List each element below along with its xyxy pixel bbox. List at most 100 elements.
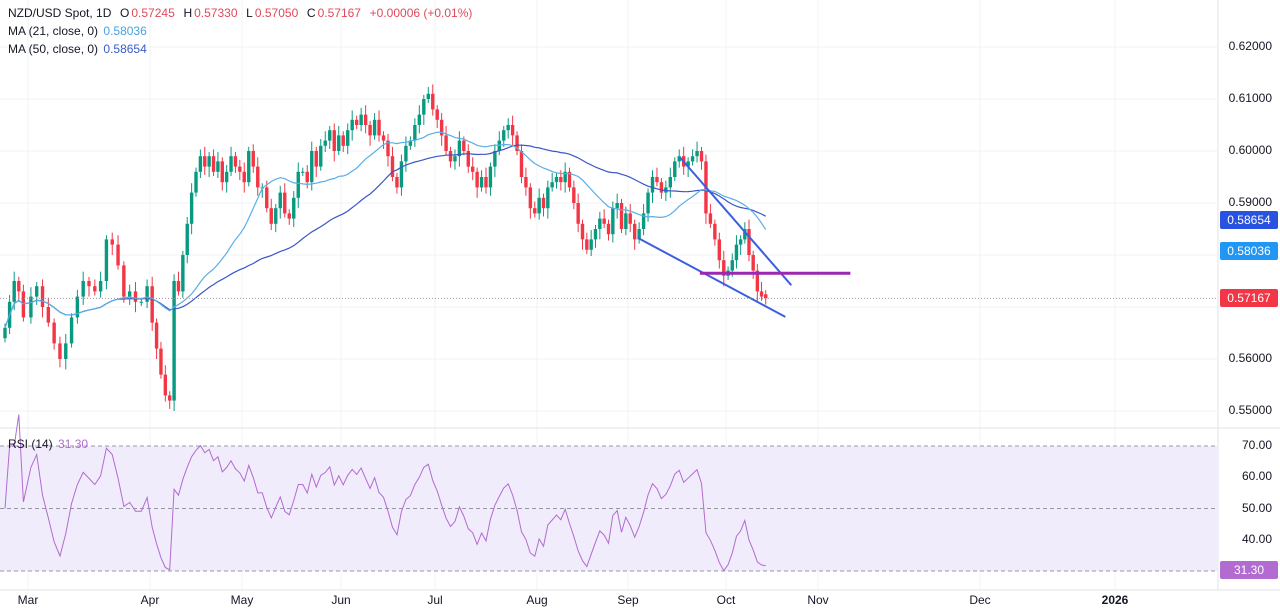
ma21-legend[interactable]: MA (21, close, 0) 0.58036 xyxy=(8,24,149,38)
candle-body xyxy=(537,197,541,214)
price-tick-label: 0.55000 xyxy=(1228,403,1272,417)
rsi-legend[interactable]: RSI (14) 31.30 xyxy=(8,437,90,451)
candle-body xyxy=(46,307,51,323)
high-value: 0.57330 xyxy=(194,6,238,20)
candle-body xyxy=(497,140,502,151)
candle-body xyxy=(628,213,632,224)
ma21-label: MA (21, close, 0) xyxy=(8,24,99,38)
candle-body xyxy=(189,192,194,224)
candle-body xyxy=(734,244,739,261)
symbol-legend: NZD/USD Spot, 1D O 0.57245 H 0.57330 L 0.57… xyxy=(8,6,474,20)
candle-body xyxy=(619,203,624,229)
candle-body xyxy=(181,255,185,292)
ma21-price-badge: 0.58036 xyxy=(1220,242,1278,260)
candle-body xyxy=(75,296,80,318)
candle-body xyxy=(359,114,363,125)
rsi-tick-label: 40.00 xyxy=(1241,531,1272,546)
candle-body xyxy=(122,265,126,297)
candle-body xyxy=(730,260,734,271)
ma50-label: MA (50, close, 0) xyxy=(8,42,99,56)
ma50-price-badge: 0.58654 xyxy=(1220,211,1278,229)
candle-body xyxy=(515,135,519,151)
candle-body xyxy=(755,270,760,292)
candle-body xyxy=(524,177,528,188)
candle-body xyxy=(377,119,381,136)
candle-body xyxy=(462,140,466,151)
time-tick-label: 2026 xyxy=(1101,593,1129,607)
candle-body xyxy=(677,156,681,162)
candle-body xyxy=(673,161,677,177)
candle-body xyxy=(194,171,198,193)
candle-body xyxy=(466,151,470,167)
candle-body xyxy=(168,395,172,401)
close-value: 0.57167 xyxy=(317,6,361,20)
candle-body xyxy=(624,213,628,229)
candle-body xyxy=(163,374,168,396)
candle-body xyxy=(98,281,103,292)
candle-body xyxy=(116,244,120,266)
candle-body xyxy=(296,171,300,198)
candle-body xyxy=(176,281,181,292)
candle-body xyxy=(332,130,336,151)
candle-body xyxy=(386,140,390,157)
candle-body xyxy=(319,145,323,167)
candle-body xyxy=(133,291,138,302)
candle-body xyxy=(717,239,722,261)
price-tick-label: 0.62000 xyxy=(1228,39,1272,53)
candle-body xyxy=(58,343,62,359)
trendline xyxy=(679,157,793,286)
candle-body xyxy=(64,343,68,359)
rsi-value: 31.30 xyxy=(58,437,89,451)
candle-body xyxy=(242,171,246,183)
candle-body xyxy=(554,177,559,183)
time-tick-label: Jun xyxy=(331,593,351,607)
candle-body xyxy=(341,135,345,146)
candle-body xyxy=(457,140,462,157)
candle-body xyxy=(541,197,546,209)
candle-body xyxy=(301,171,305,173)
candle-body xyxy=(337,135,341,151)
candle-body xyxy=(233,156,238,167)
rsi-label: RSI (14) xyxy=(8,437,53,451)
candle-body xyxy=(479,177,484,188)
ma50-legend[interactable]: MA (50, close, 0) 0.58654 xyxy=(8,42,149,56)
rsi-tick-label: 50.00 xyxy=(1241,500,1272,515)
candle-body xyxy=(328,130,332,141)
candle-body xyxy=(216,161,220,172)
candle-body xyxy=(203,156,207,167)
candle-body xyxy=(646,192,650,214)
candle-body xyxy=(637,229,641,240)
candle-body xyxy=(453,156,457,162)
candle-body xyxy=(747,229,751,255)
candle-body xyxy=(655,177,659,183)
price-tick-label: 0.61000 xyxy=(1228,91,1272,105)
candle-body xyxy=(722,260,726,276)
candle-body xyxy=(110,239,114,245)
candle-body xyxy=(145,286,149,302)
candle-body xyxy=(448,151,453,162)
candle-body xyxy=(408,140,413,146)
candle-body xyxy=(502,130,506,141)
last-price-badge: 0.57167 xyxy=(1220,289,1278,307)
candle-body xyxy=(519,151,524,177)
candle-body xyxy=(269,208,273,224)
candle-body xyxy=(154,322,159,349)
candle-body xyxy=(363,114,368,125)
candle-body xyxy=(395,177,399,188)
candle-body xyxy=(431,93,435,110)
candle-body xyxy=(470,166,475,172)
time-tick-label: Oct xyxy=(716,593,736,607)
candle-body xyxy=(35,286,39,297)
candle-body xyxy=(632,223,637,240)
candle-body xyxy=(256,166,260,188)
candle-body xyxy=(305,171,309,183)
candle-body xyxy=(413,125,417,141)
candle-body xyxy=(292,197,296,219)
candle-body xyxy=(207,156,211,167)
candle-body xyxy=(422,99,426,115)
candle-body xyxy=(576,203,580,224)
candle-body xyxy=(17,281,21,292)
candle-body xyxy=(372,119,377,136)
candle-body xyxy=(435,109,439,120)
